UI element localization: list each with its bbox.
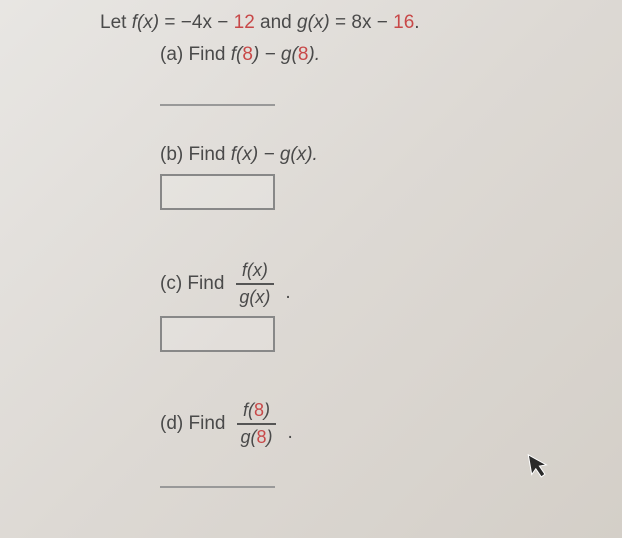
fx-const: 12 <box>234 12 255 33</box>
fx-lhs: f(x) <box>132 12 159 33</box>
part-c-period: . <box>285 282 290 304</box>
part-b: (b) Find f(x) − g(x). <box>160 144 622 210</box>
part-c-fraction: f(x) g(x) <box>233 260 276 308</box>
eq1: = <box>159 12 181 33</box>
text-let: Let <box>100 12 132 33</box>
fx-minus: − <box>212 12 234 33</box>
fx-coef: −4x <box>181 12 212 33</box>
part-d-text: (d) Find <box>160 413 225 435</box>
part-d-period: . <box>288 422 293 444</box>
eq2: = <box>330 12 352 33</box>
part-d-denclose: ) <box>267 427 273 447</box>
answer-input-b[interactable] <box>160 174 275 210</box>
part-d-denarg: 8 <box>256 427 266 447</box>
part-a-gclose: ). <box>308 44 320 65</box>
part-a-g: g( <box>281 44 298 65</box>
problem-statement: Let f(x) = −4x − 12 and g(x) = 8x − 16. <box>100 12 622 34</box>
problem-container: Let f(x) = −4x − 12 and g(x) = 8x − 16. … <box>0 0 622 488</box>
gx-minus: − <box>372 12 394 33</box>
part-c-text: (c) Find <box>160 273 224 295</box>
part-d-deng: g( <box>240 427 256 447</box>
part-c: (c) Find f(x) g(x) . <box>160 260 622 352</box>
answer-input-a[interactable] <box>160 74 275 106</box>
part-d-fraction: f(8) g(8) <box>234 400 278 448</box>
part-d-num: f(8) <box>237 400 276 425</box>
part-a-text: (a) Find <box>160 44 231 65</box>
gx-coef: 8x <box>351 12 371 33</box>
answer-input-d[interactable] <box>160 456 275 488</box>
part-d-numarg: 8 <box>254 400 264 420</box>
part-a-f: f( <box>231 44 243 65</box>
part-b-text: (b) Find <box>160 144 231 165</box>
part-c-num: f(x) <box>236 260 274 285</box>
part-d-den: g(8) <box>234 425 278 448</box>
part-b-expr: f(x) − g(x). <box>231 144 318 165</box>
part-a-label: (a) Find f(8) − g(8). <box>160 44 622 66</box>
text-and: and <box>255 12 297 33</box>
part-a: (a) Find f(8) − g(8). <box>160 44 622 106</box>
gx-lhs: g(x) <box>297 12 330 33</box>
part-a-farg: 8 <box>242 44 253 65</box>
text-end: . <box>414 12 419 33</box>
part-c-label: (c) Find f(x) g(x) . <box>160 260 622 308</box>
part-a-fclose: ) − <box>253 44 281 65</box>
part-d-numf: f( <box>243 400 254 420</box>
part-c-den: g(x) <box>233 285 276 308</box>
part-d-label: (d) Find f(8) g(8) . <box>160 400 622 448</box>
gx-const: 16 <box>393 12 414 33</box>
answer-input-c[interactable] <box>160 316 275 352</box>
part-a-garg: 8 <box>298 44 309 65</box>
part-b-label: (b) Find f(x) − g(x). <box>160 144 622 166</box>
part-d-numclose: ) <box>264 400 270 420</box>
